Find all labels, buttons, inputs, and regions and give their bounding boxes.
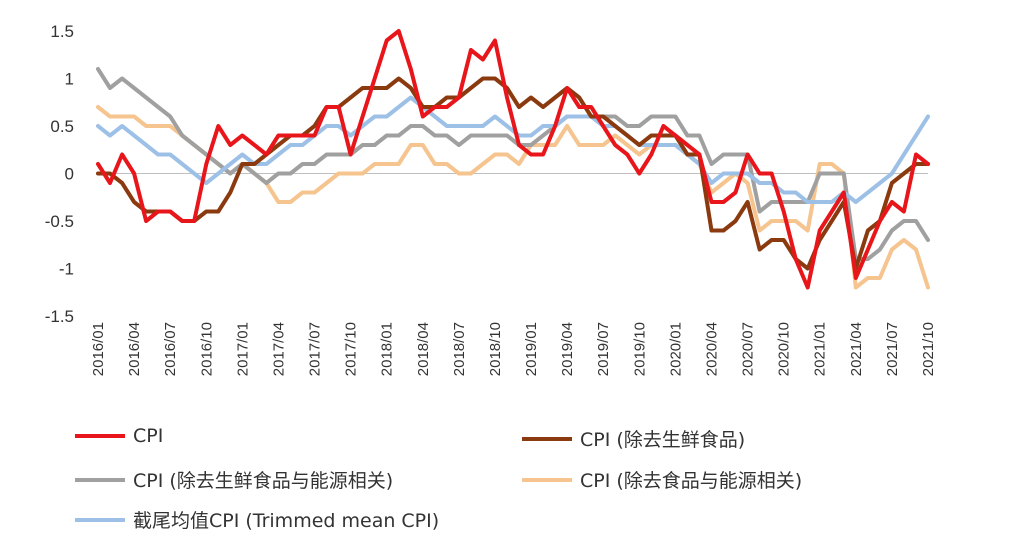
- x-tick-label: 2018/01: [379, 322, 396, 376]
- legend-item-cpi-core-core: CPI (除去生鲜食品与能源相关): [75, 466, 393, 493]
- x-tick-label: 2021/04: [848, 322, 865, 376]
- legend-item-cpi-ex-food-energy: CPI (除去食品与能源相关): [522, 466, 802, 493]
- y-tick-label: 0: [65, 165, 74, 184]
- x-tick-label: 2021/10: [920, 322, 937, 376]
- legend-label-cpi-core-core: CPI (除去生鲜食品与能源相关): [133, 470, 394, 492]
- x-tick-label: 2018/07: [451, 322, 468, 376]
- legend-item-cpi: CPI: [75, 425, 163, 447]
- x-axis: 2016/01 2016/04 2016/07 2016/10 2017/01 2017/…: [90, 173, 937, 376]
- x-tick-label: 2020/01: [667, 322, 684, 376]
- x-tick-label: 2019/10: [631, 322, 648, 376]
- x-tick-label: 2019/01: [523, 322, 540, 376]
- legend-swatch-cpi: [75, 434, 125, 438]
- series-line-4: [96, 95, 930, 204]
- y-tick-label: -0.5: [45, 212, 74, 231]
- x-tick-label: 2017/04: [270, 322, 287, 376]
- x-tick-label: 2020/04: [703, 322, 720, 376]
- legend-swatch-cpi-core: [522, 436, 572, 441]
- x-tick-label: 2018/10: [487, 322, 504, 376]
- cpi-line-chart: 1.5 1 0.5 0 -0.5 -1 -1.5 2016/01 2016/04 2016/07…: [45, 22, 937, 376]
- y-tick-label: 1: [65, 70, 74, 89]
- series-lines: [96, 29, 930, 290]
- x-tick-label: 2020/10: [776, 322, 793, 376]
- legend-swatch-cpi-core-core: [75, 477, 125, 482]
- y-tick-label: -1.5: [45, 307, 74, 326]
- legend-label-trimmed-mean-cpi: 截尾均值CPI (Trimmed mean CPI): [133, 510, 440, 532]
- x-tick-label: 2016/04: [126, 322, 143, 376]
- x-tick-label: 2017/07: [307, 322, 324, 376]
- y-tick-label: -1: [59, 260, 74, 279]
- legend-label-cpi-ex-food-energy: CPI (除去食品与能源相关): [580, 470, 803, 492]
- y-tick-label: 0.5: [50, 117, 74, 136]
- series-line-2: [96, 67, 930, 261]
- x-tick-label: 2017/01: [234, 322, 251, 376]
- y-tick-label: 1.5: [50, 22, 74, 41]
- x-tick-label: 2019/04: [559, 322, 576, 376]
- x-tick-label: 2021/07: [884, 322, 901, 376]
- legend-item-cpi-core: CPI (除去生鲜食品): [522, 425, 745, 452]
- legend-label-cpi: CPI: [133, 425, 164, 447]
- x-tick-label: 2016/07: [162, 322, 179, 376]
- x-tick-label: 2019/07: [595, 322, 612, 376]
- legend-swatch-trimmed-mean-cpi: [75, 517, 125, 522]
- series-line-0: [96, 29, 930, 290]
- x-tick-label: 2016/10: [198, 322, 215, 376]
- x-tick-label: 2016/01: [90, 322, 107, 376]
- legend-swatch-cpi-ex-food-energy: [522, 477, 572, 482]
- y-axis: 1.5 1 0.5 0 -0.5 -1 -1.5: [45, 22, 74, 326]
- x-tick-label: 2021/01: [812, 322, 829, 376]
- series-line-1: [96, 76, 930, 271]
- x-tick-label: 2020/07: [740, 322, 757, 376]
- x-tick-label: 2018/04: [415, 322, 432, 376]
- legend-label-cpi-core: CPI (除去生鲜食品): [580, 429, 746, 451]
- legend-item-trimmed-mean-cpi: 截尾均值CPI (Trimmed mean CPI): [75, 506, 439, 533]
- x-tick-label: 2017/10: [343, 322, 360, 376]
